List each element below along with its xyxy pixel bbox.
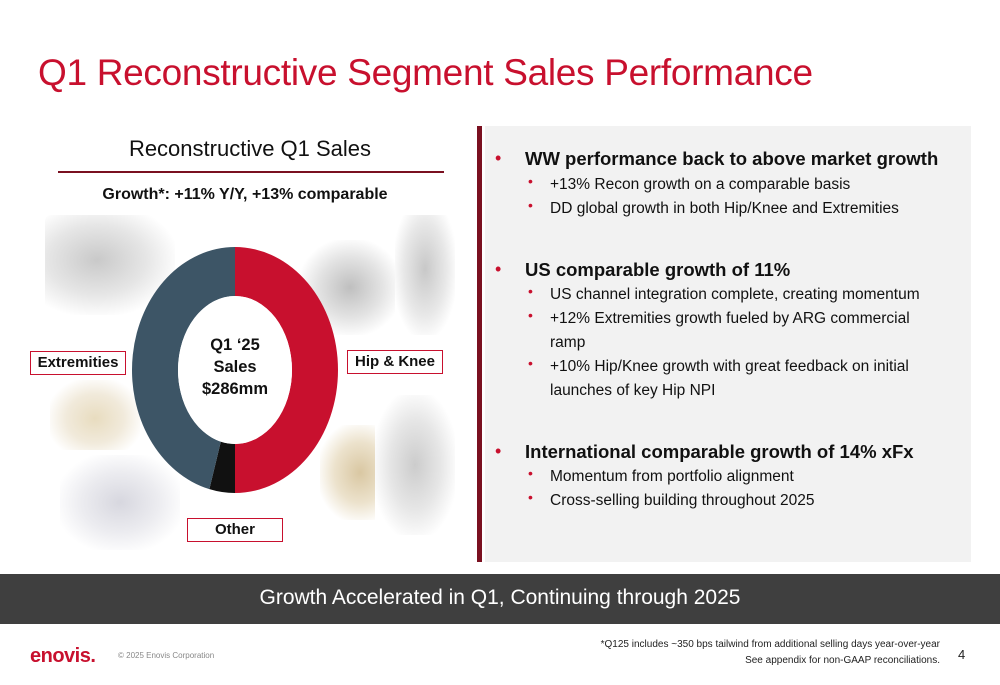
implant-image-foot — [50, 380, 140, 450]
bullet-dot: • — [528, 283, 533, 299]
segment-label-extremities: Extremities — [30, 351, 126, 375]
bullet-dot: • — [528, 173, 533, 189]
donut-slice-extremities — [132, 247, 235, 490]
bullet-item: +10% Hip/Knee growth with great feedback… — [550, 358, 909, 399]
copyright: © 2025 Enovis Corporation — [118, 651, 215, 660]
bullet-item: Momentum from portfolio alignment — [550, 468, 794, 485]
bullet-dot: • — [528, 489, 533, 505]
bullet-dot: • — [528, 465, 533, 481]
implant-image-hip-stem — [375, 395, 455, 535]
chart-title: Reconstructive Q1 Sales — [128, 136, 372, 161]
center-label-line-1: Q1 ‘25 — [210, 336, 260, 354]
bullet-item: DD global growth in both Hip/Knee and Ex… — [550, 200, 899, 217]
segment-label-other: Other — [187, 518, 283, 542]
page-number: 4 — [958, 647, 966, 662]
bullet-item: US channel integration complete, creatin… — [550, 286, 920, 303]
page-title: Q1 Reconstructive Segment Sales Performa… — [38, 52, 813, 93]
implant-image-knee-right — [395, 215, 455, 335]
footnote-line-1: *Q125 includes ~350 bps tailwind from ad… — [600, 639, 940, 650]
bullet-item: +12% Extremities growth fueled by ARG co… — [550, 310, 910, 351]
summary-banner — [0, 574, 1000, 624]
center-label-line-2: Sales — [213, 358, 257, 376]
donut-slice-other — [209, 441, 235, 493]
commentary-panel — [485, 126, 971, 562]
bullet-heading-us: US comparable growth of 11% — [525, 259, 791, 280]
bullet-heading-intl: International comparable growth of 14% x… — [525, 441, 914, 462]
donut-chart — [132, 247, 338, 493]
footnote-line-2: See appendix for non-GAAP reconciliation… — [745, 655, 940, 666]
bullet-dot: • — [495, 148, 502, 168]
donut-center-label: Q1 ‘25 Sales $286mm — [180, 334, 290, 400]
bullet-heading-ww: WW performance back to above market grow… — [525, 148, 939, 169]
summary-banner-text: Growth Accelerated in Q1, Continuing thr… — [259, 586, 741, 609]
bullet-dot: • — [495, 441, 502, 461]
enovis-logo: enovis. — [30, 645, 96, 667]
bullet-dot: • — [528, 355, 533, 371]
footnote: *Q125 includes ~350 bps tailwind from ad… — [601, 637, 940, 669]
panel-divider — [477, 126, 482, 562]
bullet-dot: • — [528, 197, 533, 213]
bullet-item: Cross-selling building throughout 2025 — [550, 492, 815, 509]
chart-subtitle: Growth*: +11% Y/Y, +13% comparable — [102, 186, 388, 203]
center-label-line-3: $286mm — [201, 380, 269, 398]
chart-title-rule — [58, 171, 444, 173]
donut-slice-hip-knee — [235, 247, 338, 493]
bullet-item: +13% Recon growth on a comparable basis — [550, 176, 851, 193]
bullet-dot: • — [528, 307, 533, 323]
bullet-dot: • — [495, 259, 502, 279]
implant-image-foot-screws — [60, 455, 180, 550]
segment-label-hip-knee: Hip & Knee — [347, 350, 443, 374]
donut-hole — [178, 296, 292, 444]
